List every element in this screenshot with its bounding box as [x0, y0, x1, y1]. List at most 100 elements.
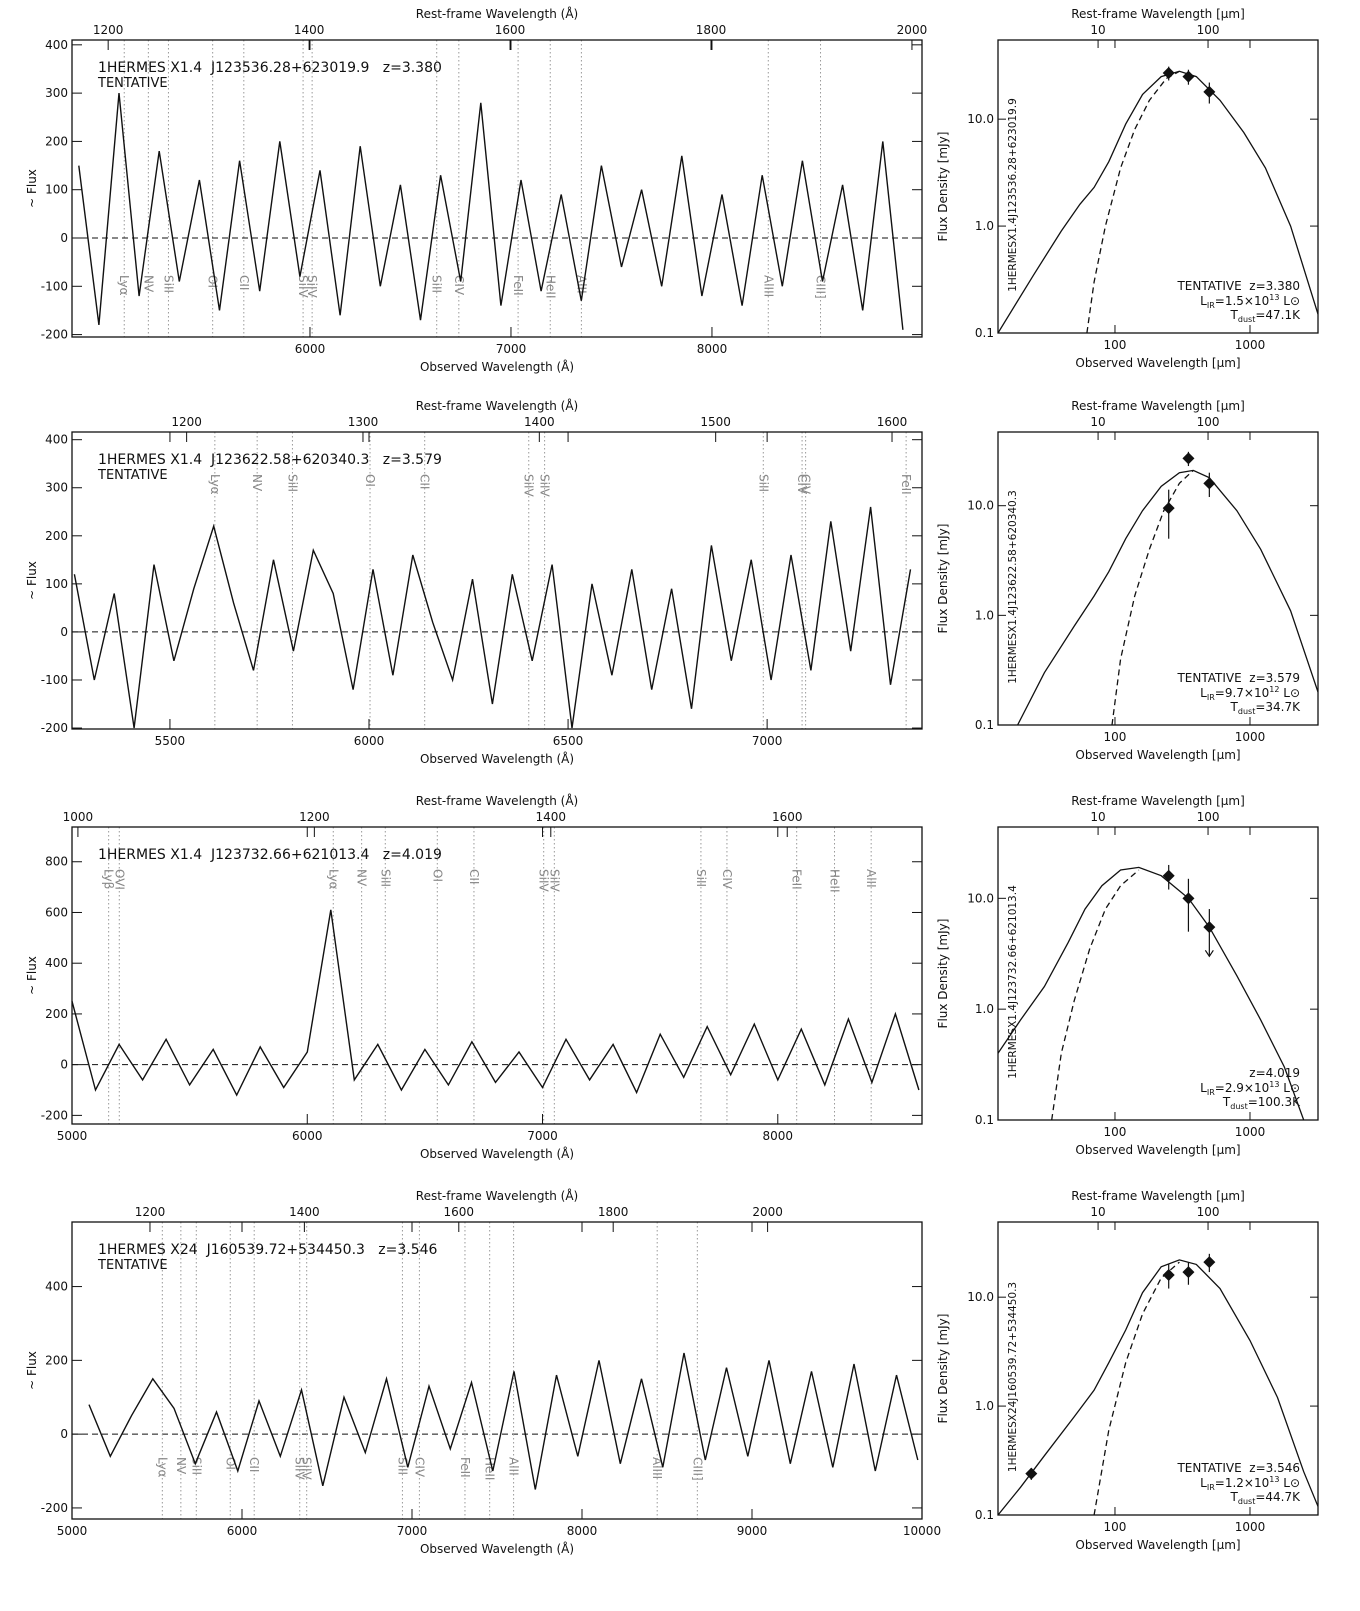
emission-line-label: HeII: [483, 1457, 497, 1480]
y-axis-label: ~ Flux: [25, 169, 39, 208]
y-tick-label: -100: [41, 673, 68, 687]
x-tick-label: 7000: [752, 734, 783, 748]
temp-sub: dust: [1238, 1497, 1255, 1506]
x2-axis-label: Rest-frame Wavelength [μm]: [1071, 399, 1245, 413]
emission-line-label: FeII: [899, 474, 913, 495]
lum-exp: 13: [1269, 1080, 1279, 1089]
y-axis-label: Flux Density [mJy]: [936, 524, 950, 634]
x-tick-label: 6000: [292, 1129, 323, 1143]
spectrum-title: 1HERMES X24 J160539.72+534450.3 z=3.546: [98, 1242, 438, 1258]
x2-axis-label: Rest-frame Wavelength (Å): [416, 6, 578, 21]
temp-value: =44.7K: [1255, 1490, 1301, 1504]
emission-line-label: NV: [355, 869, 369, 887]
emission-line-label: NV: [174, 1457, 188, 1475]
temp-sub: dust: [1238, 707, 1255, 716]
emission-line-label: SiII: [189, 1457, 203, 1475]
x2-axis-label: Rest-frame Wavelength [μm]: [1071, 1189, 1245, 1203]
y-tick-label: 0.1: [975, 1113, 994, 1127]
x-tick-label: 100: [1104, 1125, 1127, 1139]
x2-tick-label: 2000: [752, 1205, 783, 1219]
x-tick-label: 5000: [57, 1524, 88, 1538]
y-tick-label: 0.1: [975, 718, 994, 732]
x-axis-label: Observed Wavelength (Å): [420, 359, 574, 374]
lum-unit: L⊙: [1279, 294, 1300, 308]
y-tick-label: 1.0: [975, 219, 994, 233]
emission-line-label: OI: [206, 275, 220, 288]
x2-tick-label: 10: [1090, 23, 1105, 37]
emission-line-label: SiII: [378, 869, 392, 887]
model-curve: [1111, 469, 1194, 725]
x-axis-label: Observed Wavelength (Å): [420, 751, 574, 766]
emission-line-label: CIV: [452, 275, 466, 296]
lum-sub: IR: [1207, 1483, 1215, 1492]
lum-value: =9.7×10: [1215, 686, 1269, 700]
x2-tick-label: 1800: [598, 1205, 629, 1219]
x-axis-label: Observed Wavelength (Å): [420, 1541, 574, 1556]
x-tick-label: 7000: [397, 1524, 428, 1538]
emission-line-label: SiII: [756, 474, 770, 492]
y-tick-label: 0: [60, 625, 68, 639]
x-tick-label: 100: [1104, 1520, 1127, 1534]
x2-tick-label: 1200: [299, 810, 330, 824]
emission-line-label: SiII: [285, 474, 299, 492]
emission-line-label: SiIV: [538, 474, 552, 497]
emission-line-label: Lyα: [326, 869, 340, 890]
plot-frame: [71, 39, 923, 338]
x-axis-label: Observed Wavelength [μm]: [1075, 356, 1240, 370]
luminosity: LIR=2.9×1013 L⊙: [1200, 1080, 1300, 1097]
upper-limit-arrow: [1204, 949, 1214, 958]
x2-tick-label: 10: [1090, 1205, 1105, 1219]
plot-frame: [997, 39, 1319, 334]
data-point: [1162, 67, 1175, 80]
plot-frame: [997, 1221, 1319, 1516]
source-name: 1HERMESX24J160539.72+534450.3: [1007, 1282, 1019, 1472]
lum-symbol: L: [1200, 294, 1207, 308]
x2-tick-label: 1400: [294, 23, 325, 37]
source-name: 1HERMESX1.4J123622.58+620340.3: [1007, 490, 1019, 684]
y-tick-label: 0: [60, 1058, 68, 1072]
plot-frame: [997, 431, 1319, 726]
lum-symbol: L: [1200, 1476, 1207, 1490]
spectrum-title: 1HERMES X1.4 J123536.28+623019.9 z=3.380: [98, 60, 442, 76]
x-tick-label: 7000: [527, 1129, 558, 1143]
x2-tick-label: 1400: [289, 1205, 320, 1219]
x-tick-label: 5000: [57, 1129, 88, 1143]
y-tick-label: 400: [45, 956, 68, 970]
emission-line-label: SiIV: [547, 869, 561, 892]
emission-line-label: AlII: [507, 1457, 521, 1476]
x2-axis-label: Rest-frame Wavelength (Å): [416, 793, 578, 808]
lum-unit: L⊙: [1279, 686, 1300, 700]
model-curve: [1051, 869, 1140, 1120]
x-tick-label: 9000: [737, 1524, 768, 1538]
x-axis-label: Observed Wavelength [μm]: [1075, 1538, 1240, 1552]
emission-line-label: SiII: [694, 869, 708, 887]
x-tick-label: 7000: [496, 342, 527, 356]
y-tick-label: 0.1: [975, 326, 994, 340]
temperature: Tdust=44.7K: [1230, 1490, 1302, 1506]
x-tick-label: 1000: [1235, 1125, 1266, 1139]
y-axis-label: ~ Flux: [25, 1351, 39, 1390]
model-curve: [1017, 469, 1318, 725]
x-tick-label: 1000: [1235, 730, 1266, 744]
x-tick-label: 6500: [553, 734, 584, 748]
plot-frame: [71, 1221, 923, 1520]
emission-line-label: Lyα: [208, 474, 222, 495]
model-curve: [998, 866, 1305, 1120]
spectrum-line: [88, 1352, 919, 1490]
emission-line-label: CIV: [799, 474, 813, 495]
x2-tick-label: 100: [1197, 810, 1220, 824]
y-tick-label: 10.0: [967, 891, 994, 905]
data-point: [1203, 85, 1216, 98]
y-tick-label: 400: [45, 433, 68, 447]
x-tick-label: 100: [1104, 730, 1127, 744]
y-axis-label: Flux Density [mJy]: [936, 1314, 950, 1424]
x-tick-label: 6000: [295, 342, 326, 356]
lum-sub: IR: [1207, 301, 1215, 310]
y-tick-label: 200: [45, 529, 68, 543]
plot-frame: [997, 826, 1319, 1121]
x2-tick-label: 10: [1090, 415, 1105, 429]
data-point: [1162, 502, 1175, 515]
emission-line-label: CIV: [795, 474, 809, 495]
y-tick-label: 100: [45, 577, 68, 591]
